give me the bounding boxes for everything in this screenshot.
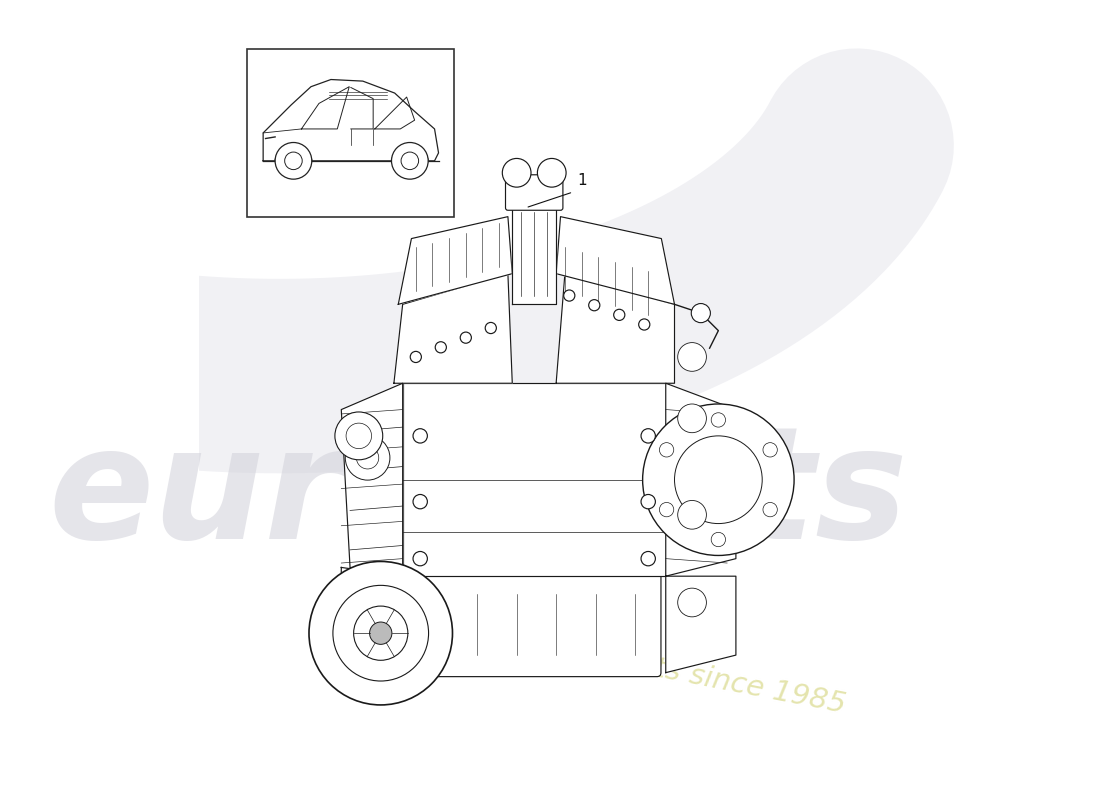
Polygon shape bbox=[341, 383, 403, 576]
Circle shape bbox=[641, 429, 656, 443]
Circle shape bbox=[712, 532, 726, 546]
Bar bbox=[248, 50, 454, 217]
Circle shape bbox=[412, 429, 428, 443]
FancyBboxPatch shape bbox=[403, 383, 666, 576]
Circle shape bbox=[392, 142, 428, 179]
Circle shape bbox=[691, 303, 711, 322]
Circle shape bbox=[678, 342, 706, 371]
Circle shape bbox=[659, 442, 674, 457]
Circle shape bbox=[641, 494, 656, 509]
Circle shape bbox=[436, 342, 447, 353]
Circle shape bbox=[370, 622, 392, 644]
Circle shape bbox=[334, 412, 383, 460]
Polygon shape bbox=[666, 576, 736, 673]
Circle shape bbox=[563, 290, 575, 301]
Circle shape bbox=[712, 413, 726, 427]
Polygon shape bbox=[398, 217, 513, 304]
Circle shape bbox=[642, 404, 794, 555]
Polygon shape bbox=[341, 567, 403, 673]
Text: 1: 1 bbox=[578, 173, 587, 188]
Circle shape bbox=[356, 446, 378, 469]
Circle shape bbox=[659, 502, 674, 517]
Circle shape bbox=[763, 502, 778, 517]
Circle shape bbox=[402, 152, 419, 170]
Circle shape bbox=[678, 588, 706, 617]
Polygon shape bbox=[557, 274, 674, 383]
Polygon shape bbox=[513, 208, 557, 304]
Circle shape bbox=[588, 300, 600, 310]
Circle shape bbox=[412, 551, 428, 566]
Polygon shape bbox=[557, 217, 674, 304]
Circle shape bbox=[503, 158, 531, 187]
Circle shape bbox=[614, 310, 625, 321]
Circle shape bbox=[412, 494, 428, 509]
Circle shape bbox=[275, 142, 311, 179]
Polygon shape bbox=[666, 383, 736, 576]
Circle shape bbox=[333, 586, 429, 681]
Text: europarts: europarts bbox=[48, 420, 909, 572]
Text: a passion for parts since 1985: a passion for parts since 1985 bbox=[411, 607, 848, 718]
Polygon shape bbox=[394, 274, 513, 383]
Circle shape bbox=[538, 158, 566, 187]
Circle shape bbox=[678, 501, 706, 529]
Circle shape bbox=[460, 332, 472, 343]
Circle shape bbox=[641, 551, 656, 566]
Circle shape bbox=[485, 322, 496, 334]
Circle shape bbox=[353, 606, 408, 660]
Circle shape bbox=[345, 435, 389, 480]
Circle shape bbox=[410, 351, 421, 362]
Circle shape bbox=[678, 404, 706, 433]
Circle shape bbox=[346, 423, 372, 449]
Circle shape bbox=[285, 152, 303, 170]
Circle shape bbox=[639, 319, 650, 330]
Circle shape bbox=[309, 562, 452, 705]
Circle shape bbox=[674, 436, 762, 523]
FancyBboxPatch shape bbox=[407, 572, 661, 677]
FancyBboxPatch shape bbox=[506, 174, 563, 210]
Circle shape bbox=[763, 442, 778, 457]
